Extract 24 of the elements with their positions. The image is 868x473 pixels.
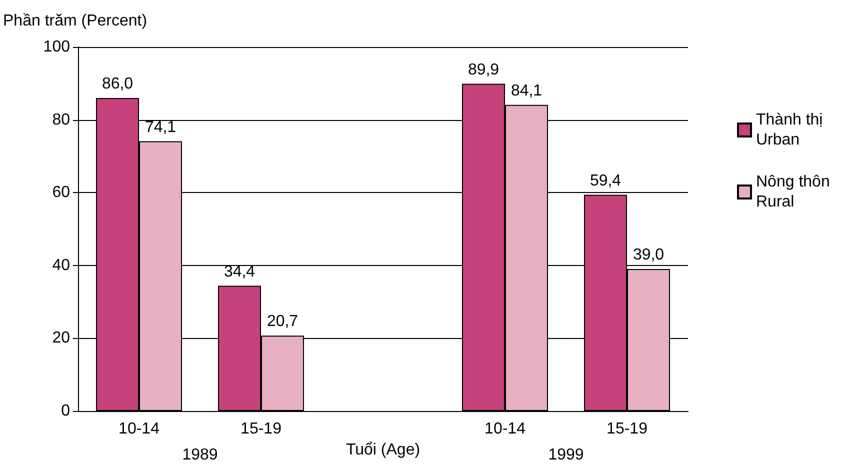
y-tick-label: 40 xyxy=(52,256,70,274)
y-tick-label: 80 xyxy=(52,111,70,128)
legend-label: Thành thị Urban xyxy=(756,112,823,148)
data-label: 84,1 xyxy=(510,82,542,100)
x-tick-label: 10-14 xyxy=(118,420,160,438)
data-label: 39,0 xyxy=(632,246,664,264)
data-label: 34,4 xyxy=(224,263,256,280)
y-tick-label: 60 xyxy=(52,184,70,202)
data-label: 89,9 xyxy=(468,61,500,78)
y-tick-label: 0 xyxy=(61,402,70,420)
x-axis-title: Tuổi (Age) xyxy=(346,441,420,458)
y-axis-title: Phần trăm (Percent) xyxy=(3,12,148,30)
data-label: 20,7 xyxy=(266,313,298,330)
x-tick-label: 10-14 xyxy=(484,420,526,438)
data-label: 86,0 xyxy=(102,75,134,92)
data-label: 74,1 xyxy=(144,118,176,136)
legend-label: Nông thôn Rural xyxy=(756,174,830,210)
text: 1989 xyxy=(182,446,218,464)
data-label: 59,4 xyxy=(590,172,622,190)
x-tick-label: 15-19 xyxy=(240,420,282,438)
text: 1999 xyxy=(548,446,584,464)
x-tick-label: 15-19 xyxy=(606,420,648,438)
y-tick-label: 100 xyxy=(43,38,70,56)
y-tick-label: 20 xyxy=(52,330,70,347)
